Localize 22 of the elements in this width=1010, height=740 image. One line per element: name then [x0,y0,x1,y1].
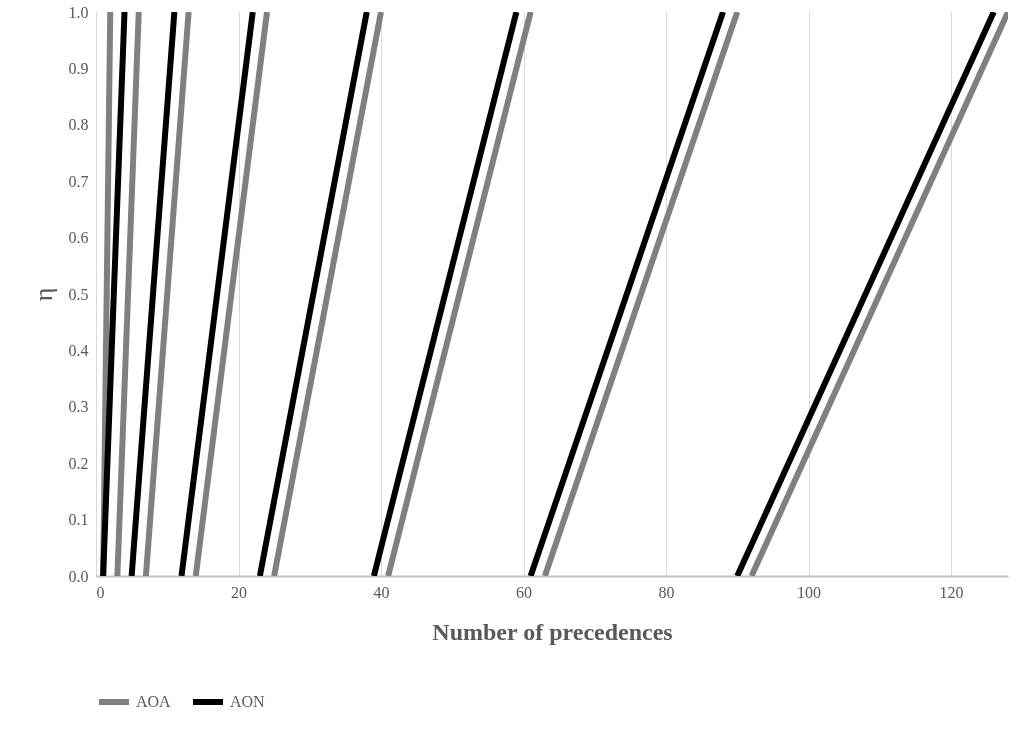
y-tick-label: 0.4 [68,341,89,359]
y-tick-label: 0.8 [68,116,89,134]
x-tick-label: 20 [231,583,247,601]
y-tick-label: 0.6 [68,229,89,247]
y-tick-label: 0.0 [68,567,89,585]
y-tick-label: 0.7 [68,172,89,190]
legend-label: AON [230,693,266,710]
y-axis-title: η [28,287,58,302]
y-tick-label: 0.2 [68,454,89,472]
x-tick-label: 120 [939,583,964,601]
x-axis-title: Number of precedences [432,618,673,645]
y-tick-label: 0.9 [68,59,89,77]
x-tick-label: 100 [797,583,821,601]
legend-label: AOA [136,693,172,710]
x-tick-label: 60 [516,583,532,601]
y-tick-label: 0.3 [68,398,89,416]
y-tick-label: 0.5 [68,285,89,303]
y-tick-label: 0.1 [68,511,89,529]
x-tick-label: 40 [373,583,390,601]
x-tick-label: 0 [96,583,105,601]
x-tick-label: 80 [658,583,675,601]
y-tick-label: 1.0 [68,3,89,21]
